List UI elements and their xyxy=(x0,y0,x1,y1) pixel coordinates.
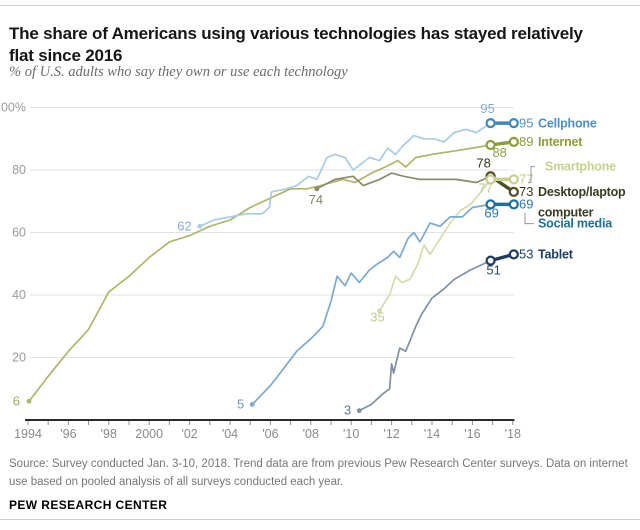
series-internet: 6 88 89 Internet xyxy=(13,134,584,408)
brand-footer: PEW RESEARCH CENTER xyxy=(9,498,168,512)
series-line-tablet xyxy=(358,253,515,412)
series-line-social xyxy=(251,203,515,406)
legend-connector-smartphone xyxy=(528,166,535,184)
legend-social-value: 69 xyxy=(519,197,533,212)
series-endpoint-tablet xyxy=(508,249,519,260)
top-divider xyxy=(0,5,640,6)
y-tick-label: 60 xyxy=(12,226,26,240)
x-tick-label: '14 xyxy=(424,427,440,441)
line-chart: 100% 80 60 40 20 1994 '96 '98 2000 '02 '04 '06 '08 '1… xyxy=(0,101,627,442)
source-note: Source: Survey conducted Jan. 3-10, 2018… xyxy=(9,458,628,488)
y-tick-label: 100% xyxy=(0,101,26,115)
legend-desktop-label: Desktop/laptop xyxy=(538,185,626,199)
x-tick-label: '16 xyxy=(464,427,480,441)
annotation-tablet-3: 3 xyxy=(344,403,351,418)
bottom-divider xyxy=(0,519,640,520)
series-line-cellphone xyxy=(198,122,515,228)
series-endpoint-cellphone xyxy=(485,118,496,129)
x-tick-label: '04 xyxy=(222,427,238,441)
series-endpoint-smartphone xyxy=(485,174,496,185)
annotation-social-5: 5 xyxy=(237,396,244,411)
series-line-internet xyxy=(28,141,515,403)
series-start-dot-cellphone xyxy=(197,223,203,229)
x-tick-label: '08 xyxy=(303,427,319,441)
x-tick-label: '02 xyxy=(181,427,197,441)
legend-tablet-label: Tablet xyxy=(538,248,574,262)
legend-smartphone-label: Smartphone xyxy=(545,160,616,174)
legend-connector-social xyxy=(524,212,534,225)
x-tick-label: '96 xyxy=(60,427,76,441)
series-start-dot-desktop xyxy=(314,186,320,192)
y-tick-label: 40 xyxy=(12,288,26,302)
series-start-dot-tablet xyxy=(356,408,362,414)
series-endpoint-desktop xyxy=(508,186,519,197)
series-start-dot-social xyxy=(249,401,255,407)
annotation-internet-6: 6 xyxy=(13,393,20,408)
y-tick-label: 80 xyxy=(12,163,26,177)
annotation-cellphone-62: 62 xyxy=(177,218,191,233)
legend-social-label: Social media xyxy=(538,217,613,231)
series-endpoint-internet xyxy=(508,136,519,147)
annotation-tablet-51: 51 xyxy=(486,263,500,278)
series-cellphone: 62 95 95 Cellphone xyxy=(177,101,597,233)
x-tick-label: 2000 xyxy=(135,427,163,441)
legend-tablet-value: 53 xyxy=(519,247,533,262)
annotation-social-69: 69 xyxy=(484,205,498,220)
series-endpoint-tablet xyxy=(485,255,496,266)
y-tick-label: 20 xyxy=(12,351,26,365)
series-line-desktop xyxy=(316,172,515,193)
legend-desktop-value: 73 xyxy=(519,184,533,199)
series-endpoint-smartphone xyxy=(508,174,519,185)
series-social: 5 69 69 Social media xyxy=(237,197,613,412)
series-line-smartphone xyxy=(378,178,515,312)
annotation-desktop-74: 74 xyxy=(309,192,323,207)
legend-desktop-label: computer xyxy=(538,206,594,220)
series-endpoint-cellphone xyxy=(508,118,519,129)
annotation-smartphone-35: 35 xyxy=(370,310,384,325)
legend-internet-value: 89 xyxy=(519,134,533,149)
x-tick-label: '06 xyxy=(262,427,278,441)
annotation-smartphone-77: 77 xyxy=(478,180,492,195)
series-start-dot-smartphone xyxy=(377,308,382,314)
x-tick-label: '10 xyxy=(343,427,359,441)
series-endpoint-social xyxy=(508,199,519,210)
chart-subtitle: % of U.S. adults who say they own or use… xyxy=(9,64,348,80)
y-gridlines xyxy=(30,107,514,358)
x-tick-label: '12 xyxy=(383,427,399,441)
legend-cellphone-value: 95 xyxy=(519,115,533,130)
legend-internet-label: Internet xyxy=(538,135,583,149)
x-tick-label: 1994 xyxy=(14,427,42,441)
legend-cellphone-label: Cellphone xyxy=(538,116,597,130)
annotation-desktop-78: 78 xyxy=(476,155,490,170)
chart-title: The share of Americans using various tec… xyxy=(9,24,583,66)
x-axis-labels: 1994 '96 '98 2000 '02 '04 '06 '08 '10 '12 '14 '16 '1… xyxy=(14,427,521,441)
series-endpoint-internet xyxy=(485,139,496,151)
x-tick-label: '98 xyxy=(101,427,117,441)
x-axis xyxy=(25,419,515,425)
y-axis-labels: 100% 80 60 40 20 xyxy=(0,101,26,365)
x-tick-label: '18 xyxy=(505,427,521,441)
series-desktop: 74 78 73 Desktop/laptop computer xyxy=(309,155,627,220)
series-start-dot-internet xyxy=(26,398,32,404)
series-endpoint-social xyxy=(485,199,496,210)
annotation-cellphone-95: 95 xyxy=(480,101,494,116)
annotation-internet-88: 88 xyxy=(492,145,506,160)
series-tablet: 3 51 53 Tablet xyxy=(344,247,574,418)
